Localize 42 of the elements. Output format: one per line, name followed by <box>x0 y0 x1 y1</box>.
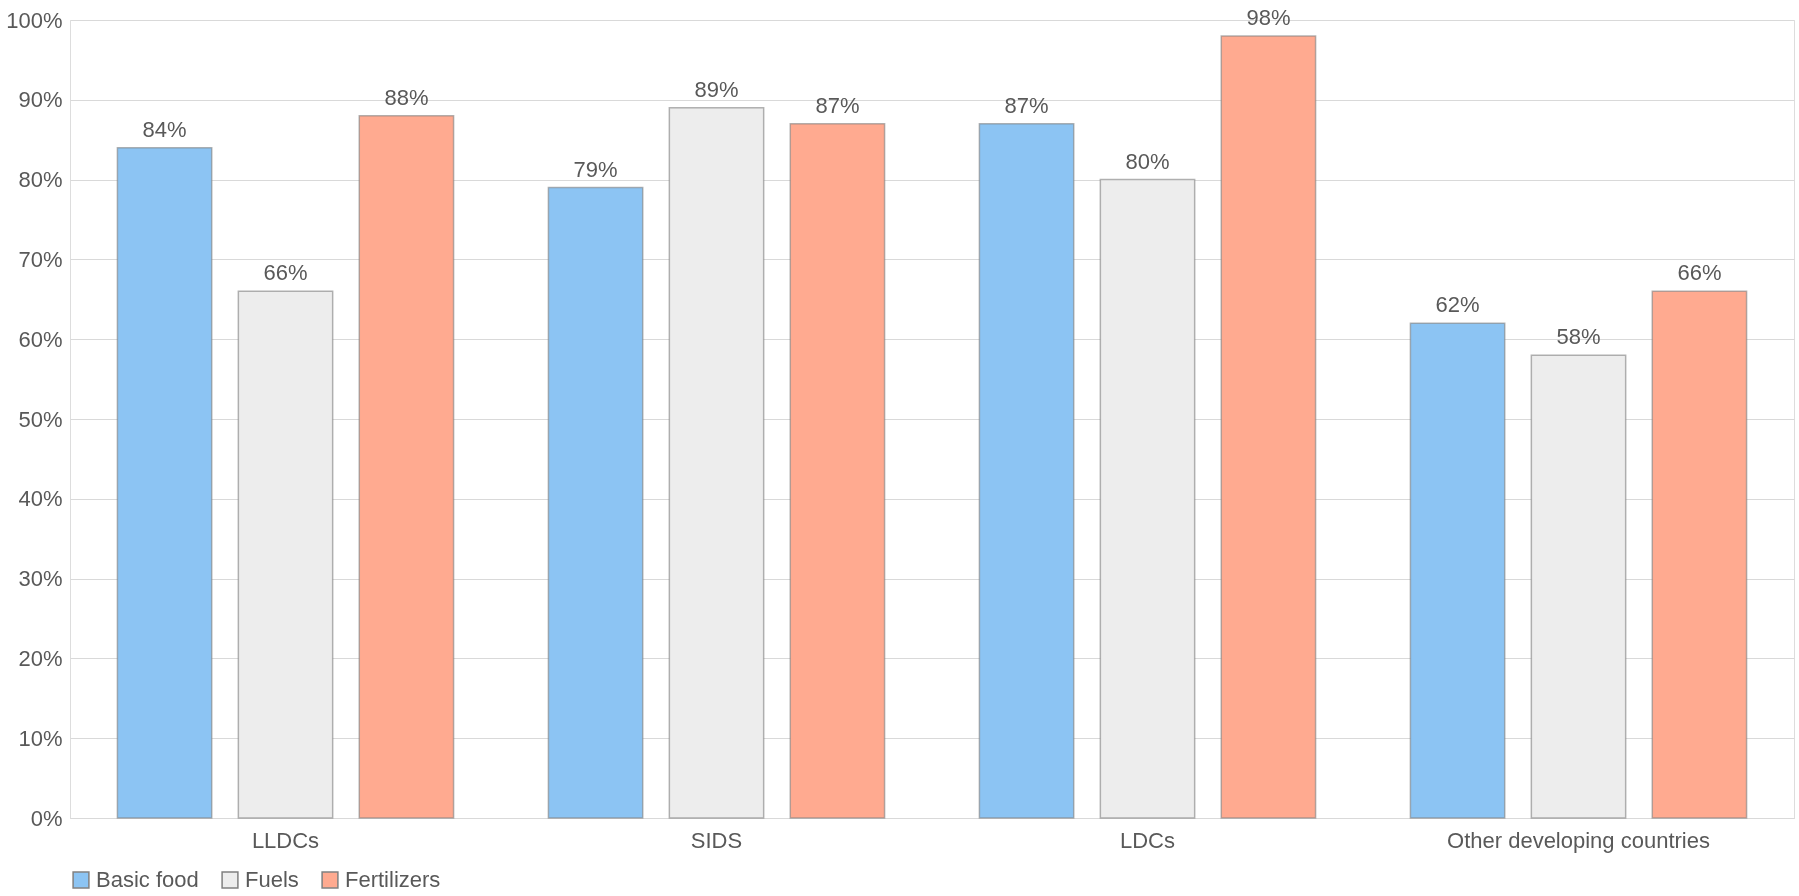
data-label: 62% <box>1435 292 1480 318</box>
bar <box>1099 178 1196 819</box>
data-label: 88% <box>384 84 429 110</box>
bar <box>1220 35 1317 819</box>
bar <box>237 290 334 819</box>
x-tick-label: Other developing countries <box>1447 827 1710 853</box>
bar <box>1530 354 1627 819</box>
y-tick-label: 40% <box>18 486 63 512</box>
y-tick-label: 70% <box>18 246 63 272</box>
data-label: 66% <box>1677 260 1722 286</box>
bar <box>789 122 886 819</box>
x-tick-label: SIDS <box>690 827 743 853</box>
y-tick-label: 90% <box>18 87 63 113</box>
bar <box>358 115 455 819</box>
y-tick-label: 50% <box>18 406 63 432</box>
data-label: 84% <box>142 116 187 142</box>
bar <box>116 146 213 819</box>
bar <box>978 122 1075 819</box>
x-tick-label: LLDCs <box>251 827 320 853</box>
y-tick-label: 60% <box>18 326 63 352</box>
legend-label: Basic food <box>96 867 199 892</box>
y-tick-label: 100% <box>6 7 63 33</box>
data-label: 89% <box>694 76 739 102</box>
y-tick-label: 10% <box>18 725 63 751</box>
data-label: 87% <box>1004 92 1049 118</box>
bar <box>668 107 765 819</box>
x-tick-label: LDCs <box>1119 827 1176 853</box>
data-label: 79% <box>573 156 618 182</box>
y-tick-label: 30% <box>18 566 63 592</box>
data-label: 80% <box>1125 148 1170 174</box>
bar <box>1651 290 1748 819</box>
legend-label: Fuels <box>245 867 299 892</box>
data-label: 58% <box>1556 324 1601 350</box>
data-label: 87% <box>815 92 860 118</box>
legend-label: Fertilizers <box>345 867 441 892</box>
bar <box>1409 322 1506 819</box>
data-label: 66% <box>263 260 308 286</box>
bar <box>547 186 644 819</box>
y-tick-label: 80% <box>18 167 63 193</box>
y-tick-label: 20% <box>18 645 63 671</box>
y-tick-label: 0% <box>30 805 63 831</box>
data-label: 98% <box>1246 4 1291 30</box>
